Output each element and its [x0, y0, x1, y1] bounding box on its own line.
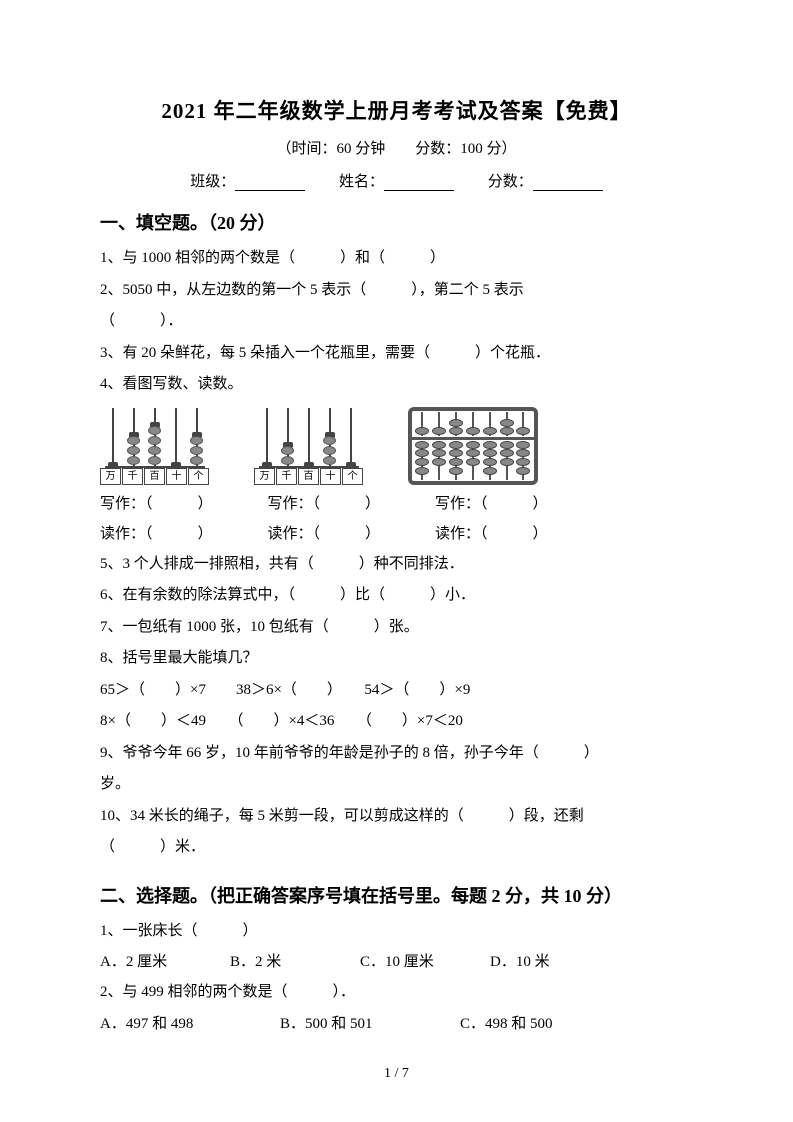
subtitle-mid: 分数：: [385, 141, 460, 157]
section-2-header: 二、选择题。（把正确答案序号填在括号里。每题 2 分，共 10 分）: [100, 882, 693, 908]
q8a: 65＞（ ）×7 38＞6×（ ） 54＞（ ）×9: [100, 675, 693, 707]
write-2: 写作：（ ）: [268, 489, 381, 519]
time-text: 60 分钟: [336, 141, 385, 157]
exam-page: 2021 年二年级数学上册月考考试及答案【免费】 （时间：60 分钟 分数：10…: [0, 0, 793, 1122]
s2q1-opt-a: A．2 厘米: [100, 947, 230, 977]
q4: 4、看图写数、读数。: [100, 369, 693, 401]
write-3: 写作：（ ）: [435, 489, 548, 519]
time-score-line: （时间：60 分钟 分数：100 分）: [100, 137, 693, 158]
abacus-1: 万千百十个: [100, 408, 209, 485]
q2b: （ ）．: [100, 306, 693, 338]
q9b: 岁。: [100, 769, 693, 801]
section-1-header: 一、填空题。（20 分）: [100, 209, 693, 235]
q9a: 9、爷爷今年 66 岁，10 年前爷爷的年龄是孙子的 8 倍，孙子今年（ ）: [100, 738, 693, 770]
subtitle-prefix: （时间：: [276, 141, 336, 157]
s2q2-opt-b: B．500 和 501: [280, 1009, 460, 1039]
suanpan: [408, 407, 538, 485]
read-1: 读作：（ ）: [100, 519, 213, 549]
info-line: 班级： 姓名： 分数：: [100, 170, 693, 191]
read-line: 读作：（ ） 读作：（ ） 读作：（ ）: [100, 519, 693, 549]
s2q1-opt-c: C．10 厘米: [360, 947, 490, 977]
q6: 6、在有余数的除法算式中，（ ）比（ ）小．: [100, 580, 693, 612]
q7: 7、一包纸有 1000 张，10 包纸有（ ）张。: [100, 612, 693, 644]
score-label: 分数：: [488, 174, 533, 190]
read-2: 读作：（ ）: [268, 519, 381, 549]
score-blank: [533, 176, 603, 191]
write-line: 写作：（ ） 写作：（ ） 写作：（ ）: [100, 489, 693, 519]
q5: 5、3 个人排成一排照相，共有（ ）种不同排法．: [100, 549, 693, 581]
s2q2-opt-a: A．497 和 498: [100, 1009, 280, 1039]
s2q1: 1、一张床长（ ）: [100, 916, 693, 948]
abacus-row: 万千百十个 万千百十个: [100, 407, 693, 485]
class-blank: [235, 176, 305, 191]
abacus-2: 万千百十个: [254, 408, 363, 485]
page-footer: 1 / 7: [0, 1066, 793, 1082]
q8b: 8×（ ）＜49 （ ）×4＜36 （ ）×7＜20: [100, 706, 693, 738]
s2q2-options: A．497 和 498 B．500 和 501 C．498 和 500: [100, 1009, 693, 1039]
subtitle-suffix: ）: [502, 141, 517, 157]
q3: 3、有 20 朵鲜花，每 5 朵插入一个花瓶里，需要（ ）个花瓶．: [100, 338, 693, 370]
s2q1-opt-b: B．2 米: [230, 947, 360, 977]
read-3: 读作：（ ）: [435, 519, 548, 549]
q1: 1、与 1000 相邻的两个数是（ ）和（ ）: [100, 243, 693, 275]
s2q2: 2、与 499 相邻的两个数是（ ）．: [100, 977, 693, 1009]
s2q2-opt-c: C．498 和 500: [460, 1009, 590, 1039]
s2q1-options: A．2 厘米 B．2 米 C．10 厘米 D．10 米: [100, 947, 693, 977]
q8: 8、括号里最大能填几？: [100, 643, 693, 675]
write-1: 写作：（ ）: [100, 489, 213, 519]
score-text: 100 分: [460, 141, 501, 157]
q10a: 10、34 米长的绳子，每 5 米剪一段，可以剪成这样的（ ）段，还剩: [100, 801, 693, 833]
s2q1-opt-d: D．10 米: [490, 947, 620, 977]
page-title: 2021 年二年级数学上册月考考试及答案【免费】: [100, 95, 693, 125]
q10b: （ ）米．: [100, 832, 693, 864]
name-blank: [384, 176, 454, 191]
q2a: 2、5050 中，从左边数的第一个 5 表示（ ），第二个 5 表示: [100, 275, 693, 307]
class-label: 班级：: [190, 174, 235, 190]
name-label: 姓名：: [339, 174, 384, 190]
